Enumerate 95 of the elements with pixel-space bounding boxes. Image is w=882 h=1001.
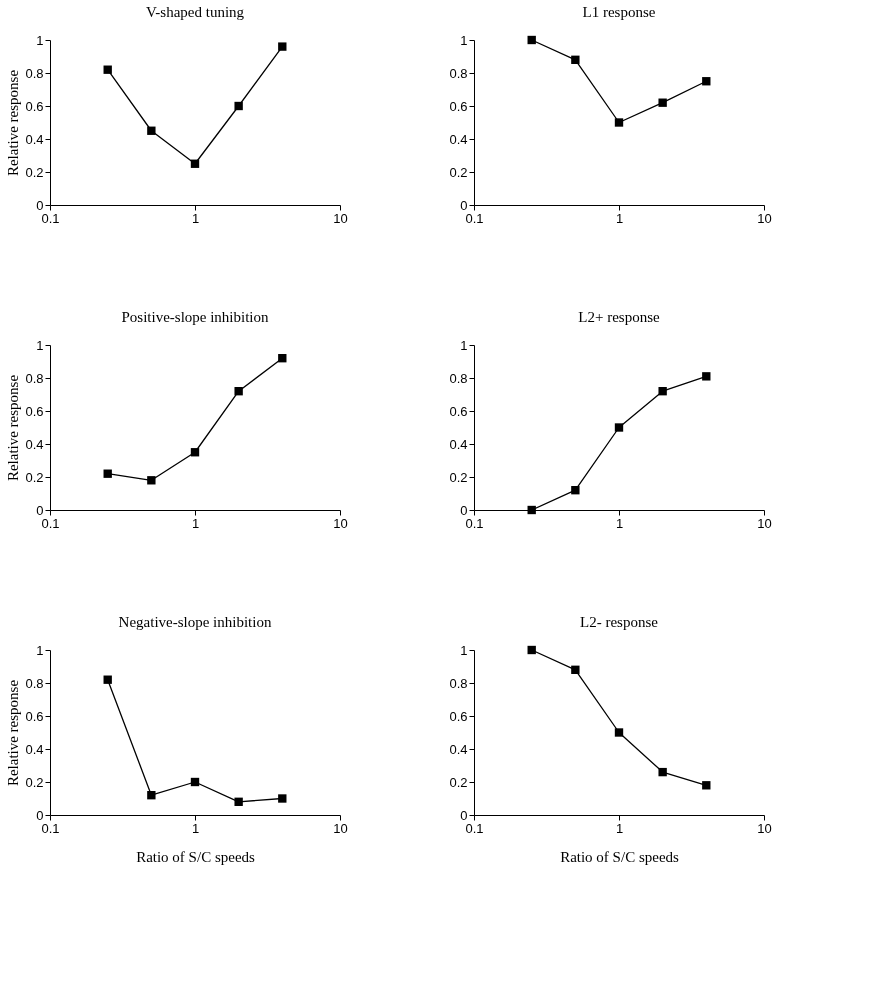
- y-tick-label: 1: [460, 32, 468, 48]
- point: [702, 77, 711, 86]
- point: [702, 372, 711, 381]
- x-tick-label: 10: [757, 515, 772, 531]
- point: [527, 505, 536, 515]
- y-tick-label: 1: [36, 642, 44, 658]
- point: [190, 777, 200, 787]
- chart-title: Negative-slope inhibition: [118, 614, 272, 630]
- y-tick-label: 1: [460, 337, 468, 353]
- point: [103, 469, 112, 478]
- y-tick-label: 0.4: [25, 436, 44, 452]
- point: [614, 118, 624, 127]
- x-tick-label: 0.1: [41, 210, 60, 226]
- y-axis-title: Relative response: [5, 679, 22, 787]
- point: [571, 665, 580, 674]
- y-tick-label: 1: [460, 642, 468, 658]
- x-axis-title: Ratio of S/C speeds: [560, 848, 680, 865]
- x-tick-label: 1: [615, 820, 624, 836]
- x-tick-label: 0.1: [41, 820, 60, 836]
- point: [658, 767, 667, 777]
- y-tick-label: 0.6: [25, 98, 44, 114]
- x-tick-label: 1: [191, 210, 200, 226]
- y-tick-label: 0.8: [25, 675, 44, 691]
- y-tick-label: 0.8: [25, 370, 44, 386]
- x-tick-label: 10: [333, 820, 348, 836]
- y-tick-label: 0: [36, 807, 44, 823]
- point: [614, 423, 624, 432]
- y-tick-label: 1: [36, 337, 44, 353]
- y-tick-label: 0.2: [449, 164, 468, 180]
- point: [571, 55, 580, 64]
- y-tick-label: 0: [460, 807, 468, 823]
- x-tick-label: 0.1: [465, 820, 484, 836]
- point: [190, 159, 200, 168]
- y-tick-label: 0.6: [449, 708, 468, 724]
- x-axis-title: Ratio of S/C speeds: [136, 848, 256, 865]
- point: [147, 476, 156, 485]
- x-tick-label: 0.1: [41, 515, 60, 531]
- chart-title: L1 response: [582, 4, 656, 20]
- y-tick-label: 0.8: [449, 675, 468, 691]
- point: [571, 486, 580, 495]
- x-tick-label: 1: [191, 820, 200, 836]
- point: [103, 675, 112, 684]
- y-tick-label: 0.2: [449, 469, 468, 485]
- point: [658, 387, 667, 396]
- x-tick-label: 1: [615, 210, 624, 226]
- point: [278, 794, 287, 803]
- x-tick-label: 10: [333, 515, 348, 531]
- y-tick-label: 0.8: [449, 370, 468, 386]
- point: [234, 387, 243, 396]
- y-tick-label: 0.2: [25, 164, 44, 180]
- point: [234, 101, 243, 111]
- x-tick-label: 10: [757, 210, 772, 226]
- y-tick-label: 0.4: [25, 131, 44, 147]
- y-tick-label: 0: [36, 197, 44, 213]
- y-tick-label: 0.8: [449, 65, 468, 81]
- point: [614, 728, 624, 737]
- y-tick-label: 0.6: [449, 403, 468, 419]
- point: [658, 98, 667, 107]
- chart-title: L2- response: [580, 614, 659, 630]
- y-tick-label: 0.4: [449, 436, 468, 452]
- y-tick-label: 0.4: [449, 741, 468, 757]
- y-tick-label: 1: [36, 32, 44, 48]
- point: [103, 65, 112, 74]
- y-tick-label: 0.8: [25, 65, 44, 81]
- y-tick-label: 0.6: [449, 98, 468, 114]
- y-tick-label: 0.4: [25, 741, 44, 757]
- y-tick-label: 0.4: [449, 131, 468, 147]
- point: [702, 781, 711, 790]
- y-tick-label: 0.2: [25, 469, 44, 485]
- chart-title: Positive-slope inhibition: [121, 309, 270, 325]
- point: [147, 126, 156, 135]
- y-tick-label: 0: [460, 502, 468, 518]
- y-tick-label: 0.6: [25, 708, 44, 724]
- x-tick-label: 10: [333, 210, 348, 226]
- chart-title: V-shaped tuning: [145, 4, 245, 20]
- y-axis-title: Relative response: [5, 374, 22, 482]
- y-tick-label: 0.2: [449, 774, 468, 790]
- y-tick-label: 0: [36, 502, 44, 518]
- point: [234, 797, 243, 806]
- x-tick-label: 0.1: [465, 515, 484, 531]
- y-tick-label: 0.6: [25, 403, 44, 419]
- point: [278, 42, 287, 51]
- point: [278, 354, 287, 363]
- x-tick-label: 10: [757, 820, 772, 836]
- point: [527, 35, 536, 45]
- y-tick-label: 0: [460, 197, 468, 213]
- point: [147, 791, 156, 800]
- x-tick-label: 1: [191, 515, 200, 531]
- chart-title: L2+ response: [578, 309, 661, 325]
- y-axis-title: Relative response: [5, 69, 22, 177]
- point: [190, 448, 200, 457]
- point: [527, 645, 536, 655]
- y-tick-label: 0.2: [25, 774, 44, 790]
- x-tick-label: 1: [615, 515, 624, 531]
- x-tick-label: 0.1: [465, 210, 484, 226]
